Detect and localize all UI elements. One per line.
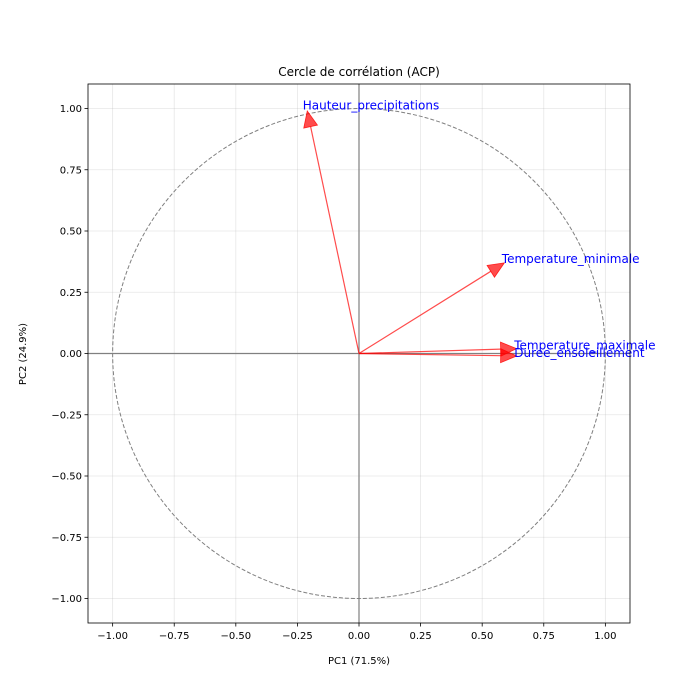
y-tick-label: 0.25 (60, 288, 82, 299)
x-tick-label: 1.00 (594, 631, 616, 642)
x-tick-label: 0.75 (533, 631, 555, 642)
arrow-shaft (358, 270, 492, 355)
y-tick-label: −0.25 (51, 410, 82, 421)
variable-labels: Hauteur_precipitations Temperature_minima… (303, 99, 656, 360)
arrow-shaft (310, 126, 360, 354)
arrows (303, 109, 518, 364)
y-tick-label: −1.00 (51, 594, 82, 605)
y-tick-label: 0.00 (60, 349, 82, 360)
arrow-head (486, 262, 506, 278)
variable-label: Duree_ensoleillement (514, 346, 645, 360)
y-axis-ticks: −1.00 −0.75 −0.50 −0.25 0.00 0.25 0.50 0.75 1.00 (51, 104, 88, 605)
x-tick-label: −0.50 (220, 631, 251, 642)
y-tick-label: −0.75 (51, 533, 82, 544)
y-tick-label: 0.75 (60, 165, 82, 176)
chart-title: Cercle de corrélation (ACP) (278, 65, 440, 79)
variable-label: Temperature_minimale (501, 252, 640, 266)
variable-label: Hauteur_precipitations (303, 99, 439, 113)
x-tick-label: −0.75 (159, 631, 190, 642)
x-tick-label: −1.00 (97, 631, 128, 642)
arrow-head (500, 348, 518, 364)
arrow-head (303, 109, 319, 129)
arrow (358, 348, 518, 364)
y-tick-label: −0.50 (51, 472, 82, 483)
x-axis-ticks: −1.00 −0.75 −0.50 −0.25 0.00 0.25 0.50 0.75 1.00 (97, 623, 616, 642)
arrow-shaft (358, 352, 501, 357)
y-axis-label: PC2 (24.9%) (18, 323, 29, 385)
x-tick-label: 0.25 (409, 631, 431, 642)
arrow (303, 109, 360, 354)
x-tick-label: −0.25 (282, 631, 313, 642)
variable-label: Temperature_maximale (513, 339, 655, 353)
x-axis-label: PC1 (71.5%) (328, 656, 390, 667)
arrow (358, 262, 506, 355)
y-tick-label: 1.00 (60, 104, 82, 115)
x-tick-label: 0.50 (471, 631, 493, 642)
arrow-shaft (358, 348, 501, 355)
y-tick-label: 0.50 (60, 227, 82, 238)
x-tick-label: 0.00 (348, 631, 370, 642)
